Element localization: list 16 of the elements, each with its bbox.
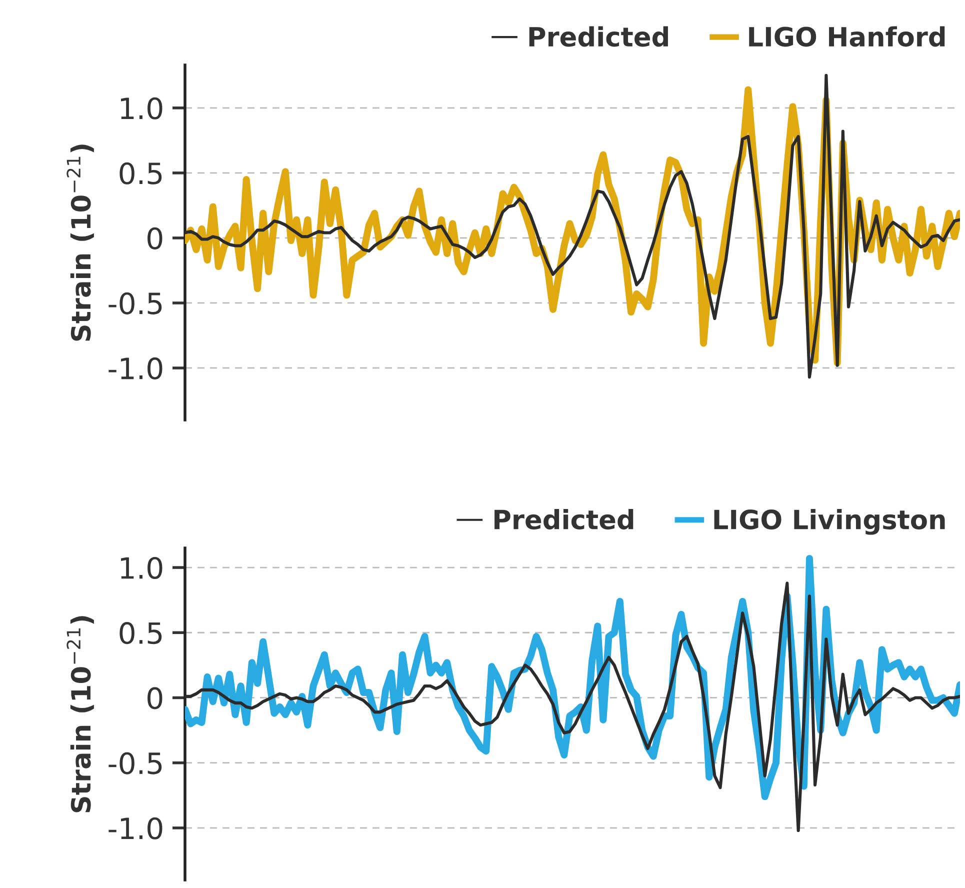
y-tick-label: 0.5 [120, 622, 162, 644]
y-tick-label: -0.5 [108, 292, 162, 314]
y-tick-label: 1.0 [120, 556, 162, 580]
y-axis-title: Strain (10$^{−21}$) [66, 616, 94, 812]
y-tick-label: -0.5 [108, 752, 162, 774]
y-tick-label: 0.5 [120, 162, 162, 184]
y-axis-title: Strain (10$^{−21}$) [66, 144, 94, 341]
y-tick-label: 1.0 [120, 97, 162, 120]
legend-label: Predicted [494, 509, 634, 530]
legend-label: Predicted [529, 26, 668, 47]
y-tick-label: 0 [148, 687, 162, 710]
y-tick-label: -1.0 [108, 357, 162, 380]
y-tick-label: 0 [148, 227, 162, 250]
y-tick-label: -1.0 [108, 817, 162, 840]
legend-label: LIGO Livingston [714, 509, 945, 535]
legend-label: LIGO Hanford [749, 26, 945, 47]
